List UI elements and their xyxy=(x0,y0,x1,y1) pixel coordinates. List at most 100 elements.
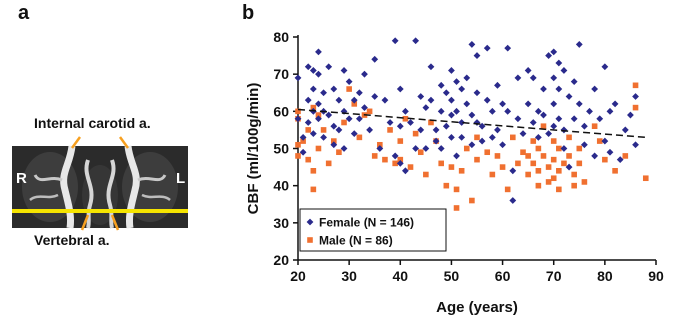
male-point xyxy=(407,164,414,170)
female-point xyxy=(299,133,307,141)
male-point xyxy=(602,156,608,163)
female-point xyxy=(412,145,420,152)
female-point xyxy=(315,100,322,108)
male-point xyxy=(556,186,562,193)
female-point xyxy=(540,85,547,93)
male-point xyxy=(351,101,358,107)
female-point xyxy=(309,85,317,93)
legend-female-label: Female (N = 146) xyxy=(319,216,414,230)
female-point xyxy=(611,100,619,108)
female-point xyxy=(294,74,302,82)
male-point xyxy=(484,149,491,156)
male-point xyxy=(550,175,557,182)
male-point xyxy=(642,175,649,182)
male-point xyxy=(458,168,465,174)
female-point xyxy=(350,96,358,104)
female-point xyxy=(448,67,455,74)
male-point xyxy=(566,134,572,141)
female-point xyxy=(366,126,373,134)
female-point xyxy=(560,145,568,152)
male-point xyxy=(550,156,557,163)
x-axis-title: Age (years) xyxy=(436,299,518,316)
female-point xyxy=(616,156,624,164)
trend-line xyxy=(297,108,646,139)
female-point xyxy=(340,67,348,74)
female-point xyxy=(545,52,552,59)
male-point xyxy=(346,86,352,92)
female-point xyxy=(315,70,322,78)
y-tick-label: 70 xyxy=(273,66,289,82)
female-point xyxy=(606,148,614,156)
female-point xyxy=(591,152,599,160)
female-point xyxy=(437,107,445,115)
male-point xyxy=(494,153,501,159)
male-point xyxy=(530,160,537,167)
male-point xyxy=(377,141,383,148)
male-point xyxy=(612,168,618,174)
male-point xyxy=(300,138,306,144)
female-point xyxy=(299,148,307,156)
x-tick-label: 60 xyxy=(495,268,511,284)
female-point xyxy=(494,81,501,89)
female-point xyxy=(591,85,599,93)
female-point xyxy=(550,48,558,56)
male-point xyxy=(463,145,470,152)
male-point xyxy=(453,205,460,211)
female-point xyxy=(315,115,322,123)
male-point xyxy=(325,160,332,167)
female-point xyxy=(376,145,384,152)
male-point xyxy=(489,171,496,178)
female-point xyxy=(586,107,593,115)
male-point xyxy=(540,123,547,129)
male-point xyxy=(305,127,312,133)
male-point xyxy=(397,138,404,144)
female-point xyxy=(402,167,409,175)
side-right-label: R xyxy=(16,170,27,187)
female-point xyxy=(381,96,389,104)
female-point xyxy=(335,96,343,104)
legend-male-label: Male (N = 86) xyxy=(319,234,393,248)
female-point xyxy=(534,107,542,115)
x-tick-label: 40 xyxy=(392,268,408,284)
female-point xyxy=(417,93,425,100)
x-tick-label: 70 xyxy=(546,268,562,284)
female-point xyxy=(437,81,445,89)
female-point xyxy=(448,96,455,104)
male-point xyxy=(366,108,373,115)
female-point xyxy=(555,59,563,67)
female-point xyxy=(427,63,435,71)
female-point xyxy=(304,96,312,104)
y-axis-title: CBF (ml/100g/min) xyxy=(245,83,262,215)
female-point xyxy=(555,115,563,123)
male-point xyxy=(581,179,588,185)
female-point xyxy=(427,96,435,104)
female-point xyxy=(514,74,522,82)
male-point xyxy=(310,186,317,193)
male-point xyxy=(356,134,363,141)
female-point xyxy=(350,130,358,138)
female-point xyxy=(499,100,506,108)
female-point xyxy=(407,119,414,126)
y-tick-label: 20 xyxy=(273,252,289,268)
female-point xyxy=(534,133,542,141)
female-point xyxy=(335,126,343,134)
male-point xyxy=(556,145,562,152)
female-point xyxy=(396,159,404,167)
panel-a-letter: a xyxy=(18,2,30,24)
side-left-label: L xyxy=(176,170,185,187)
male-point xyxy=(336,149,342,156)
female-point xyxy=(494,126,501,134)
female-point xyxy=(330,141,338,149)
female-point xyxy=(529,74,537,82)
female-point xyxy=(402,107,409,115)
female-point xyxy=(575,100,583,108)
female-point xyxy=(509,197,517,204)
female-point xyxy=(304,63,312,71)
female-point xyxy=(320,89,327,97)
female-point xyxy=(309,130,317,138)
y-tick-label: 30 xyxy=(273,215,289,231)
female-point xyxy=(601,63,609,71)
female-point xyxy=(504,44,512,52)
male-point xyxy=(591,123,598,129)
male-point xyxy=(499,164,506,170)
